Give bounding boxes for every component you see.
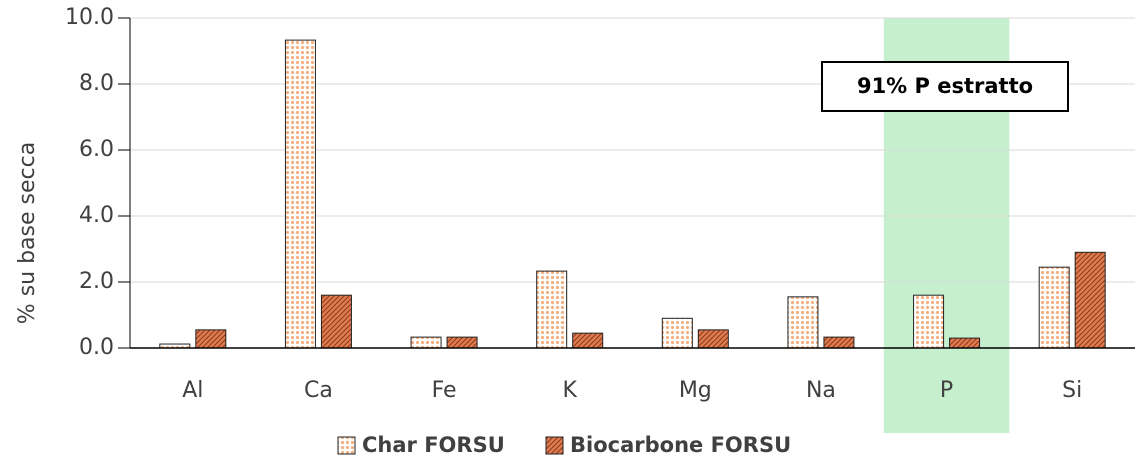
y-tick-label: 6.0 <box>79 137 114 162</box>
x-tick-label: P <box>940 378 953 403</box>
y-tick-label: 2.0 <box>79 269 114 294</box>
x-tick-label: Si <box>1062 378 1082 403</box>
y-tick-label: 10.0 <box>65 5 114 30</box>
legend-label: Biocarbone FORSU <box>570 433 791 457</box>
x-tick-label: Fe <box>432 378 457 403</box>
legend-swatch <box>545 436 564 455</box>
y-tick-label: 8.0 <box>79 71 114 96</box>
bar <box>661 317 693 349</box>
y-axis-label: % su base secca <box>15 142 40 324</box>
bar <box>697 329 729 349</box>
legend-swatch <box>337 436 356 455</box>
x-tick-label: Na <box>806 378 836 403</box>
bar <box>320 294 352 349</box>
bar <box>284 39 316 349</box>
x-tick-label: Ca <box>304 378 333 403</box>
legend-label: Char FORSU <box>362 433 505 457</box>
annotation-box <box>821 61 1069 112</box>
bar <box>913 294 945 349</box>
bar <box>195 329 227 349</box>
bar <box>823 336 855 349</box>
bar <box>410 336 442 349</box>
x-tick-label: K <box>562 378 577 403</box>
bar <box>446 336 478 349</box>
y-tick-label: 4.0 <box>79 203 114 228</box>
bar <box>536 270 568 349</box>
y-tick-label: 0.0 <box>79 335 114 360</box>
bar <box>1074 251 1106 349</box>
bar <box>787 296 819 349</box>
x-tick-label: Al <box>182 378 203 403</box>
x-tick-label: Mg <box>679 378 712 403</box>
annotation: 91% P estratto <box>857 74 1033 98</box>
bar <box>949 337 981 349</box>
bar <box>1038 266 1070 349</box>
bar <box>572 332 604 349</box>
